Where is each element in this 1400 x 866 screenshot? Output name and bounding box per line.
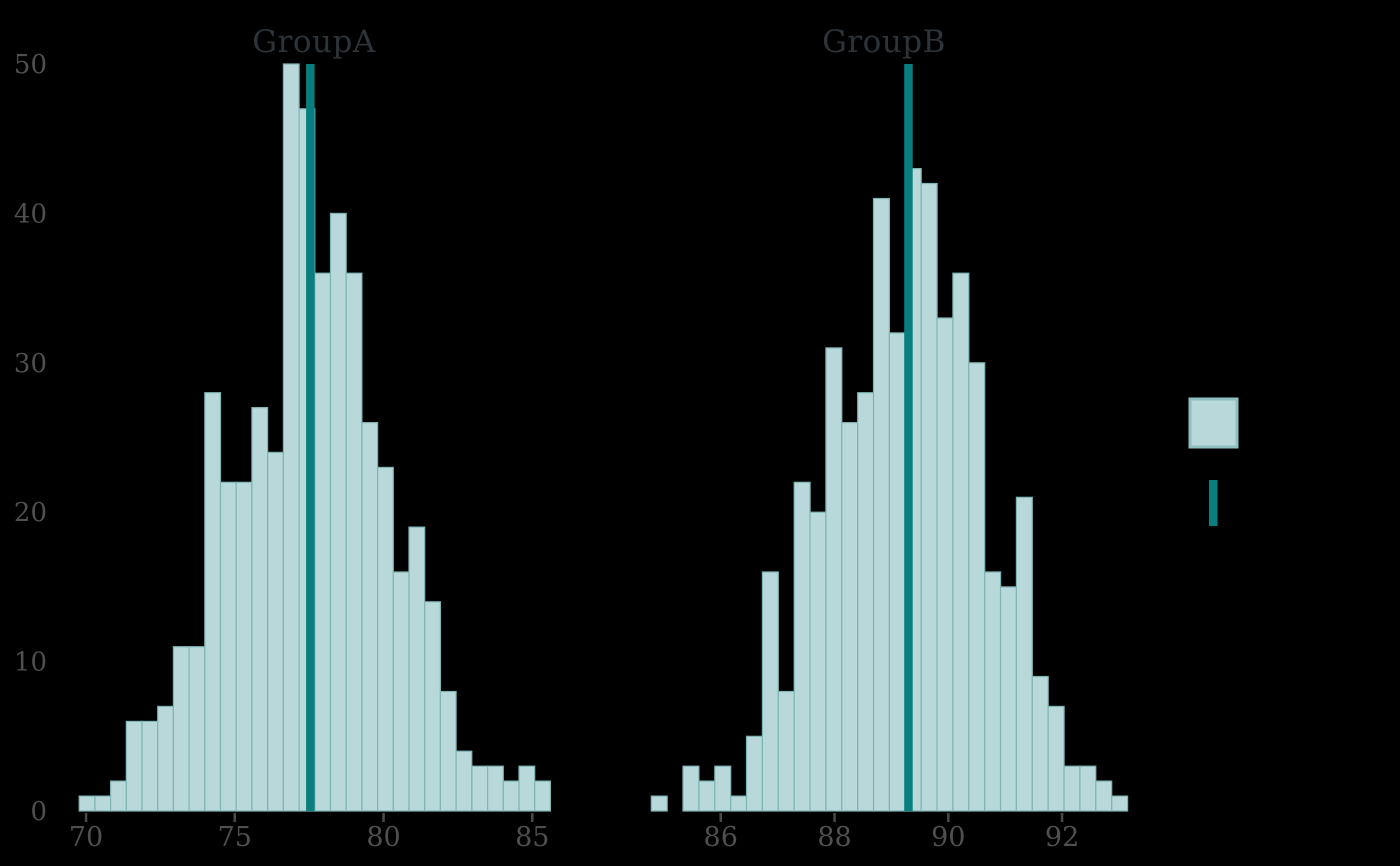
histogram-bar: [1111, 795, 1129, 812]
histogram-bar: [94, 795, 112, 812]
x-tick-label: 70: [69, 822, 103, 853]
x-tick-mark: [382, 813, 385, 822]
histogram-bar: [408, 526, 426, 812]
histogram-bar: [282, 63, 300, 812]
histogram-bar: [377, 466, 394, 812]
histogram-bar: [314, 272, 332, 812]
x-tick-label: 85: [515, 822, 549, 853]
histogram-bar: [841, 422, 859, 812]
x-tick-mark: [1060, 813, 1064, 822]
histogram-bar: [424, 601, 442, 812]
histogram-bar: [745, 735, 763, 812]
histogram-bar: [698, 780, 716, 812]
histogram-bar: [952, 272, 970, 812]
x-tick-label: 88: [817, 822, 851, 853]
y-tick-label: 40: [14, 199, 47, 229]
histogram-bar: [984, 571, 1002, 812]
histogram-bar: [920, 182, 938, 812]
histogram-bar: [267, 451, 285, 812]
histogram-bar: [78, 795, 96, 812]
histogram-bar: [1095, 780, 1113, 812]
histogram-bar: [857, 392, 875, 812]
y-tick-label: 20: [14, 498, 47, 528]
facet-title-groupa: GroupA: [252, 24, 376, 60]
histogram-bar: [109, 780, 127, 812]
histogram-bar: [345, 272, 363, 812]
x-tick-mark: [233, 813, 236, 822]
histogram-bar: [157, 705, 174, 812]
histogram-bar: [502, 780, 520, 812]
mean-line: [904, 64, 913, 811]
histogram-bar: [777, 690, 795, 812]
x-tick-label: 75: [218, 822, 252, 853]
histogram-bar: [1031, 675, 1049, 812]
histogram-bar: [188, 646, 206, 812]
histogram-bar: [936, 317, 954, 812]
histogram-bar: [219, 481, 237, 812]
histogram-bar: [471, 765, 489, 812]
histogram-bar: [730, 795, 748, 812]
histogram-bar: [999, 586, 1017, 812]
histogram-bar: [872, 197, 890, 812]
histogram-bar: [825, 347, 843, 812]
histogram-bar: [251, 407, 269, 812]
mean-line: [306, 64, 315, 811]
legend-mean-line-swatch-icon: [1209, 480, 1218, 526]
y-tick-label: 10: [14, 648, 47, 678]
histogram-bar: [650, 795, 668, 812]
histogram-bar: [487, 765, 504, 812]
histogram-bar: [392, 571, 410, 812]
histogram-bar: [793, 481, 811, 812]
y-tick-label: 30: [14, 349, 47, 379]
histogram-bar: [439, 690, 457, 812]
histogram-bar: [125, 720, 143, 812]
histogram-bar: [204, 392, 222, 812]
y-tick-label: 0: [30, 797, 47, 827]
histogram-bar: [888, 332, 906, 812]
histogram-bar: [1047, 705, 1065, 812]
histogram-bar: [809, 511, 827, 812]
x-tick-mark: [531, 813, 534, 822]
x-tick-label: 90: [931, 822, 965, 853]
histogram-bar: [235, 481, 253, 812]
x-tick-label: 86: [704, 822, 738, 853]
histogram-bar: [1079, 765, 1097, 812]
histogram-bar: [361, 422, 379, 812]
histogram-bar: [1063, 765, 1081, 812]
legend-histogram-swatch-icon: [1188, 397, 1239, 449]
histogram-bar: [141, 720, 159, 812]
histogram-bar: [534, 780, 552, 812]
histogram-bar: [761, 571, 779, 812]
x-tick-label: 92: [1045, 822, 1079, 853]
x-tick-mark: [947, 813, 950, 822]
x-tick-mark: [719, 813, 722, 822]
histogram-bar: [518, 765, 536, 812]
histogram-bar: [682, 765, 700, 812]
histogram-bar: [172, 646, 190, 812]
y-tick-label: 50: [14, 50, 47, 80]
histogram-bar: [1015, 496, 1033, 812]
histogram-bar: [968, 362, 986, 812]
histogram-bar: [455, 750, 473, 812]
x-tick-mark: [833, 813, 836, 822]
x-tick-label: 80: [366, 822, 400, 853]
histogram-bar: [714, 765, 732, 812]
facet-title-groupb: GroupB: [822, 24, 946, 60]
histogram-bar: [329, 212, 347, 812]
x-tick-mark: [84, 813, 88, 822]
